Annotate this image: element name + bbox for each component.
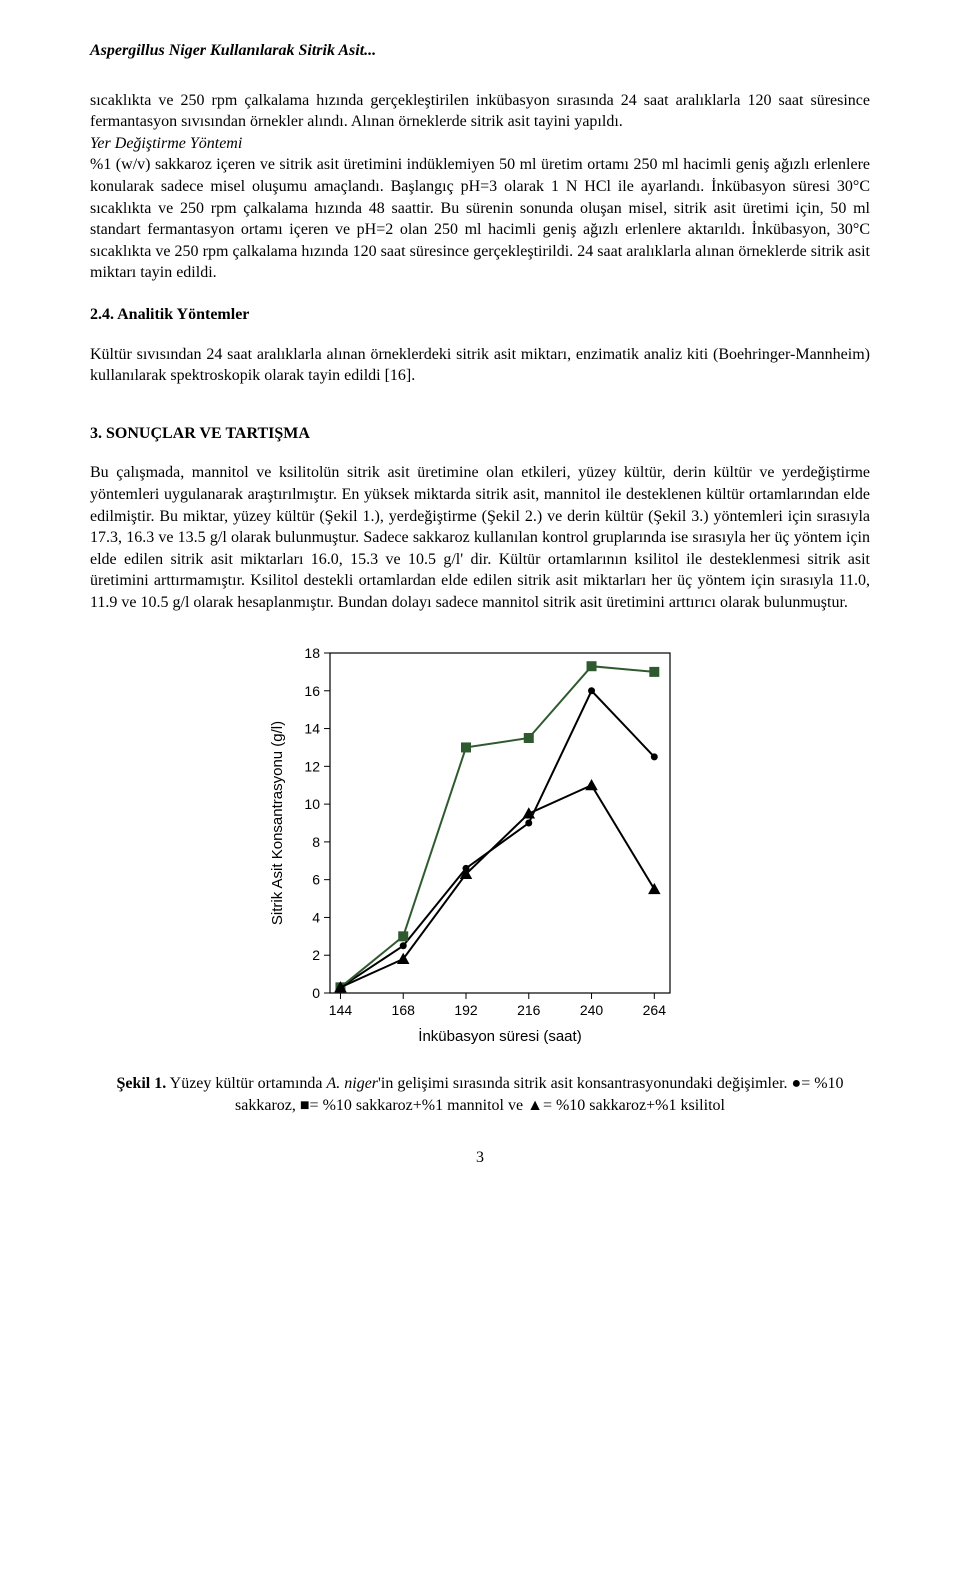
svg-text:240: 240 [580,1002,604,1018]
svg-text:İnkübasyon süresi (saat): İnkübasyon süresi (saat) [418,1027,581,1045]
figure-1-chart: 0 2 4 6 8 10 12 14 16 18 144 168 192 216 240 264 İnkübas… [90,633,870,1063]
p1a-text: sıcaklıkta ve 250 rpm çalkalama hızında … [90,92,870,131]
paragraph-2: Kültür sıvısından 24 saat aralıklarla al… [90,344,870,387]
svg-text:0: 0 [312,985,320,1001]
chart-svg: 0 2 4 6 8 10 12 14 16 18 144 168 192 216 240 264 İnkübas… [250,633,710,1063]
svg-text:10: 10 [304,797,320,813]
svg-text:168: 168 [392,1002,416,1018]
svg-text:8: 8 [312,834,320,850]
svg-text:18: 18 [304,645,320,661]
p1b-head: Yer Değiştirme Yöntemi [90,135,242,152]
svg-text:4: 4 [312,910,320,926]
svg-text:6: 6 [312,872,320,888]
svg-text:2: 2 [312,948,320,964]
svg-text:14: 14 [304,721,320,737]
svg-text:16: 16 [304,683,320,699]
svg-text:216: 216 [517,1002,541,1018]
figure-1-caption: Şekil 1. Yüzey kültür ortamında A. niger… [90,1073,870,1116]
caption-italic: A. niger [326,1075,378,1092]
running-title: Aspergillus Niger Kullanılarak Sitrik As… [90,40,870,62]
heading-3: 3. SONUÇLAR VE TARTIŞMA [90,423,870,445]
svg-text:192: 192 [454,1002,478,1018]
svg-text:144: 144 [329,1002,353,1018]
svg-text:Sitrik Asit Konsantrasyonu (g/: Sitrik Asit Konsantrasyonu (g/l) [269,721,286,925]
p1b-text: %1 (w/v) sakkaroz içeren ve sitrik asit … [90,156,870,281]
heading-2-4: 2.4. Analitik Yöntemler [90,304,870,326]
caption-a: Yüzey kültür ortamında [166,1075,326,1092]
svg-text:264: 264 [643,1002,667,1018]
paragraph-3: Bu çalışmada, mannitol ve ksilitolün sit… [90,462,870,613]
page-number: 3 [90,1147,870,1169]
caption-bold: Şekil 1. [116,1075,166,1092]
paragraph-1: sıcaklıkta ve 250 rpm çalkalama hızında … [90,90,870,284]
svg-text:12: 12 [304,759,320,775]
